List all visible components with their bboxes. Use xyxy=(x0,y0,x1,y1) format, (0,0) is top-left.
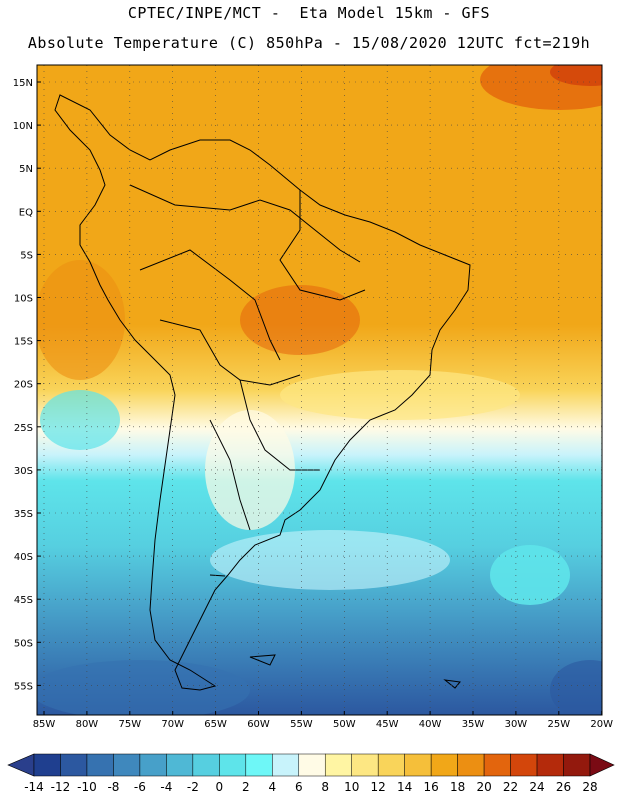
colorbar-label: 2 xyxy=(242,780,250,794)
lat-tick-label: 35S xyxy=(14,509,33,520)
lon-tick-label: 60W xyxy=(247,719,270,730)
lon-tick-label: 70W xyxy=(161,719,184,730)
colorbar-segment xyxy=(298,753,326,777)
lon-tick-label: 55W xyxy=(290,719,313,730)
lon-tick-label: 75W xyxy=(118,719,141,730)
colorbar: -14 -12 -10 -8 -6 -4 -2 0 2 4 6 8 10 12 14 16 18 20 22 24 26… xyxy=(7,753,615,794)
map-title-line-1: CPTEC/INPE/MCT - Eta Model 15km - GFS xyxy=(127,4,491,22)
colorbar-label: 4 xyxy=(268,780,276,794)
colorbar-segment xyxy=(113,753,141,777)
colorbar-label: -4 xyxy=(160,780,172,794)
colorbar-label: -2 xyxy=(187,780,199,794)
lat-tick-label: 50S xyxy=(14,638,33,649)
colorbar-segment xyxy=(510,753,538,777)
colorbar-segment xyxy=(166,753,194,777)
colorbar-label: 20 xyxy=(476,780,491,794)
lon-tick-label: 50W xyxy=(333,719,356,730)
colorbar-over-arrow xyxy=(589,753,615,777)
colorbar-segment xyxy=(139,753,167,777)
longitude-axis: 85W 80W 75W 70W 65W 60W 55W 50W 45W 40W 35W 30W 25W 2… xyxy=(33,711,613,730)
temperature-field xyxy=(37,65,602,715)
colorbar-under-arrow xyxy=(7,753,35,777)
colorbar-label: 22 xyxy=(503,780,518,794)
colorbar-label: 26 xyxy=(556,780,571,794)
colorbar-label: 28 xyxy=(582,780,597,794)
lon-tick-label: 35W xyxy=(462,719,485,730)
lon-tick-label: 25W xyxy=(547,719,570,730)
lon-tick-label: 20W xyxy=(590,719,613,730)
colorbar-segment xyxy=(536,753,564,777)
colorbar-label: 6 xyxy=(295,780,303,794)
colorbar-segment xyxy=(483,753,511,777)
lat-tick-label: 10N xyxy=(13,121,33,132)
colorbar-segment xyxy=(377,753,405,777)
lat-tick-label: 45S xyxy=(14,595,33,606)
map-frame xyxy=(36,64,603,716)
colorbar-segment xyxy=(563,753,591,777)
colorbar-segment xyxy=(86,753,114,777)
map-title-line-2: Absolute Temperature (C) 850hPa - 15/08/… xyxy=(27,34,591,52)
lat-tick-label: 5N xyxy=(19,164,33,175)
coastlines xyxy=(54,94,471,691)
lat-tick-label: 5S xyxy=(20,250,33,261)
lon-tick-label: 65W xyxy=(204,719,227,730)
colorbar-segment xyxy=(219,753,247,777)
lat-tick-label: 55S xyxy=(14,681,33,692)
lat-tick-label: 40S xyxy=(14,552,33,563)
lon-tick-label: 45W xyxy=(376,719,399,730)
colorbar-label: -6 xyxy=(134,780,146,794)
colorbar-segment xyxy=(192,753,220,777)
colorbar-label: 14 xyxy=(397,780,412,794)
colorbar-segment xyxy=(457,753,485,777)
colorbar-label: 0 xyxy=(216,780,224,794)
colorbar-segment xyxy=(351,753,379,777)
colorbar-label: -12 xyxy=(51,780,71,794)
colorbar-label: -10 xyxy=(77,780,97,794)
colorbar-label: -8 xyxy=(107,780,119,794)
colorbar-segment xyxy=(324,753,352,777)
lat-tick-label: 15N xyxy=(13,78,33,89)
colorbar-segment xyxy=(272,753,300,777)
colorbar-label: -14 xyxy=(24,780,44,794)
colorbar-segment xyxy=(60,753,88,777)
graticule xyxy=(37,65,603,715)
lon-tick-label: 30W xyxy=(505,719,528,730)
colorbar-label: 8 xyxy=(321,780,329,794)
lat-tick-label: EQ xyxy=(19,207,33,218)
colorbar-segment xyxy=(33,753,61,777)
lat-tick-label: 20S xyxy=(14,380,33,391)
colorbar-label: 18 xyxy=(450,780,465,794)
lon-tick-label: 40W xyxy=(419,719,442,730)
colorbar-segment xyxy=(245,753,273,777)
lat-tick-label: 25S xyxy=(14,423,33,434)
colorbar-label: 10 xyxy=(344,780,359,794)
latitude-axis: 15N 10N 5N EQ 5S 10S 15S 20S 25S 30S 35S 40S 45S 50S 5… xyxy=(13,78,41,692)
colorbar-segment xyxy=(430,753,458,777)
lat-tick-label: 30S xyxy=(14,466,33,477)
colorbar-label: 24 xyxy=(529,780,544,794)
lon-tick-label: 85W xyxy=(33,719,56,730)
lat-tick-label: 10S xyxy=(14,294,33,305)
colorbar-segment xyxy=(404,753,432,777)
colorbar-label: 16 xyxy=(424,780,439,794)
colorbar-label: 12 xyxy=(371,780,386,794)
lat-tick-label: 15S xyxy=(14,337,33,348)
lon-tick-label: 80W xyxy=(76,719,99,730)
